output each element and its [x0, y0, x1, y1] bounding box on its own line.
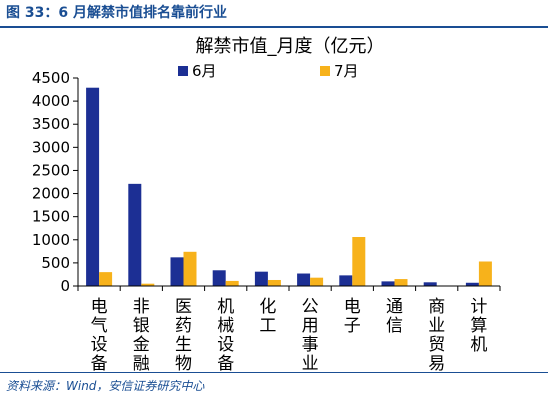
y-tick-label: 2500: [32, 161, 70, 179]
y-tick-label: 1000: [32, 231, 70, 249]
bar-june: [212, 270, 226, 286]
source-note: 资料来源：Wind，安信证券研究中心: [6, 379, 205, 393]
x-category-label: 通信: [386, 297, 403, 336]
y-tick-label: 500: [41, 254, 70, 272]
x-category-label: 医药生物: [175, 297, 192, 372]
legend-swatch-july: [320, 66, 330, 76]
bar-july: [225, 280, 239, 286]
x-category-label: 商业贸易: [428, 297, 445, 372]
legend-swatch-june: [178, 66, 188, 76]
legend: 6月 7月: [178, 62, 359, 80]
bar-june: [423, 282, 437, 286]
x-category-label: 公用事业: [302, 297, 319, 372]
x-category-label: 化工: [259, 297, 276, 336]
x-category-label: 非银金融: [133, 297, 150, 372]
bar-july: [267, 279, 281, 286]
bar-june: [297, 273, 311, 286]
bar-july: [99, 272, 113, 286]
x-category-label: 机械设备: [217, 297, 234, 372]
bar-june: [86, 87, 100, 286]
y-tick-label: 3000: [32, 138, 70, 156]
bar-july: [310, 277, 324, 286]
bar-june: [170, 257, 184, 286]
y-tick-label: 3500: [32, 115, 70, 133]
x-category-label: 电子: [344, 297, 361, 336]
bar-july: [183, 251, 197, 286]
chart-title: 解禁市值_月度（亿元）: [196, 36, 385, 57]
x-category-label: 计算机: [470, 297, 487, 355]
x-category-label: 电气设备: [91, 297, 108, 372]
bar-chart: 解禁市值_月度（亿元） 6月 7月 0 500 1000 1500 2000 2500 300…: [32, 36, 501, 372]
y-tick-label: 1500: [32, 208, 70, 226]
y-tick-label: 0: [60, 277, 70, 295]
bar-july: [394, 279, 408, 286]
bar-july: [352, 237, 366, 286]
y-axis: 0 500 1000 1500 2000 2500 3000 3500 4000 4500: [32, 69, 79, 295]
bar-june: [465, 282, 479, 286]
footer-divider: [0, 372, 548, 373]
caption-divider: [0, 26, 548, 28]
bar-july: [141, 283, 155, 286]
legend-label-june: 6月: [192, 62, 217, 80]
y-tick-label: 4500: [32, 69, 70, 87]
bar-june: [128, 183, 142, 286]
bar-june: [339, 275, 353, 286]
y-tick-label: 2000: [32, 185, 70, 203]
bars: [86, 87, 492, 286]
legend-label-july: 7月: [334, 62, 359, 80]
y-tick-label: 4000: [32, 92, 70, 110]
bar-june: [254, 271, 268, 286]
figure-caption: 图 33：6 月解禁市值排名靠前行业: [6, 5, 227, 21]
bar-july: [478, 261, 492, 286]
bar-june: [381, 281, 395, 286]
